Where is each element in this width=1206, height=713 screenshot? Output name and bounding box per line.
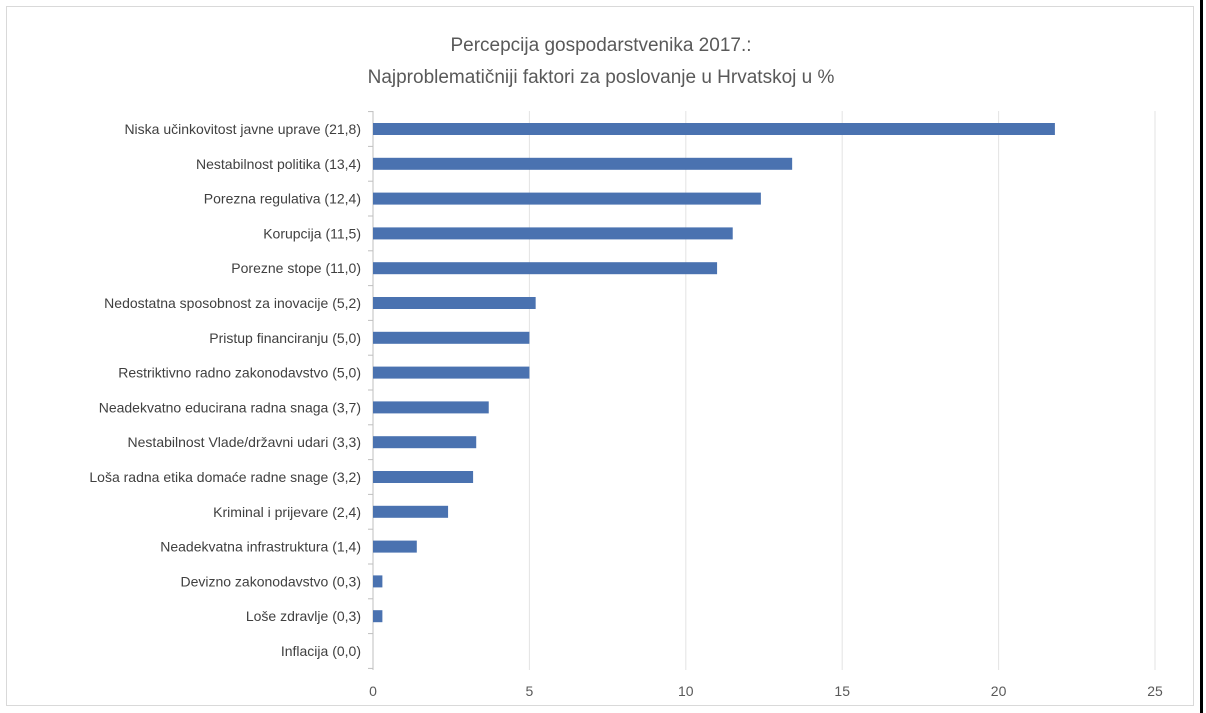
bar [373, 297, 536, 309]
chart-frame: Percepcija gospodarstvenika 2017.: Najpr… [6, 6, 1194, 706]
x-tick-label: 15 [834, 683, 850, 699]
bar [373, 505, 449, 518]
bar [373, 157, 793, 170]
bar [373, 262, 718, 275]
category-label: Neadekvatno educirana radna snaga (3,7) [99, 399, 361, 415]
x-tick-label: 25 [1147, 683, 1163, 699]
x-tick-label: 5 [526, 683, 534, 699]
category-label: Nestabilnost Vlade/državni udari (3,3) [128, 434, 361, 450]
category-label: Korupcija (11,5) [263, 225, 361, 241]
category-label: Loše zdravlje (0,3) [246, 608, 361, 624]
bar [373, 471, 474, 483]
chart-subtitle: Najproblematičniji faktori za poslovanje… [367, 67, 835, 88]
bar [373, 540, 417, 553]
bar [373, 123, 1055, 135]
bar [373, 575, 383, 588]
x-tick-label: 10 [678, 683, 694, 699]
bar [373, 192, 761, 205]
chart-title: Percepcija gospodarstvenika 2017.: [450, 35, 752, 56]
bar [373, 227, 733, 240]
category-label: Porezna regulativa (12,4) [204, 191, 361, 207]
bar [373, 331, 530, 344]
x-tick-label: 0 [369, 683, 377, 699]
bar [373, 366, 530, 379]
category-label: Inflacija (0,0) [281, 643, 361, 659]
category-label: Restriktivno radno zakonodavstvo (5,0) [118, 365, 361, 381]
category-label: Nestabilnost politika (13,4) [196, 156, 361, 172]
screen-edge-divider [1200, 0, 1203, 713]
category-label: Kriminal i prijevare (2,4) [213, 504, 361, 520]
bar [373, 436, 477, 449]
category-label: Loša radna etika domaće radne snage (3,2… [89, 469, 361, 485]
bar [373, 610, 383, 623]
bar-chart: 0 5 10 15 20 25 Niska učinkovitost javne uprav… [89, 111, 1163, 699]
category-label: Pristup financiranju (5,0) [209, 330, 361, 346]
category-label: Niska učinkovitost javne uprave (21,8) [124, 121, 361, 137]
category-label: Porezne stope (11,0) [231, 260, 361, 276]
x-tick-label: 20 [991, 683, 1007, 699]
category-label: Nedostatna sposobnost za inovacije (5,2) [104, 295, 361, 311]
category-label: Devizno zakonodavstvo (0,3) [180, 573, 361, 589]
category-label: Neadekvatna infrastruktura (1,4) [160, 539, 361, 555]
bar [373, 401, 489, 414]
